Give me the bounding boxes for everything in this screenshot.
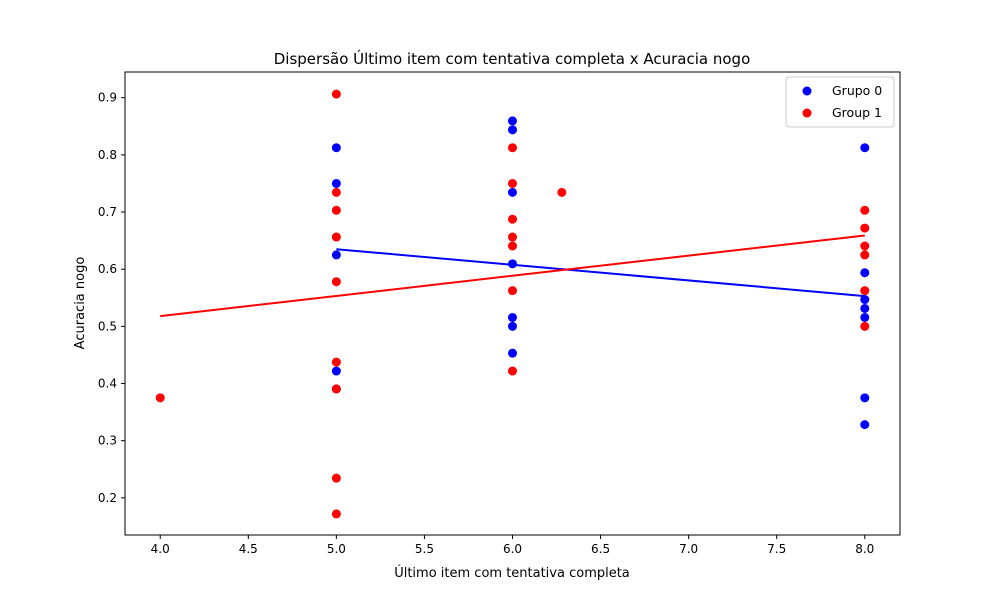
- data-point: [508, 241, 517, 251]
- x-axis-label: Último item com tentativa completa: [394, 565, 630, 581]
- data-point: [331, 250, 341, 260]
- x-tick-label: 5.0: [327, 542, 346, 556]
- data-point: [508, 312, 517, 322]
- data-point: [331, 509, 341, 519]
- data-point: [155, 393, 165, 403]
- data-point: [331, 473, 341, 483]
- data-point: [508, 259, 517, 269]
- x-axis-ticks: 4.0 4.5 5.0 5.5 6.0 6.5 7.0 7.5 8.0: [151, 535, 874, 556]
- data-point: [860, 268, 870, 278]
- data-point: [508, 214, 517, 224]
- plot-frame: [124, 71, 901, 536]
- y-tick-label: 0.6: [98, 262, 117, 276]
- x-tick-label: 4.5: [239, 542, 258, 556]
- data-point: [508, 321, 517, 331]
- x-tick-label: 6.5: [591, 542, 610, 556]
- data-point: [508, 366, 517, 376]
- data-point: [860, 312, 870, 322]
- x-tick-label: 7.5: [767, 542, 786, 556]
- legend: Grupo 0 Group 1: [785, 76, 895, 128]
- data-point: [331, 89, 341, 99]
- data-point: [508, 286, 517, 296]
- data-point: [508, 232, 517, 242]
- y-tick-label: 0.5: [98, 319, 117, 333]
- trendline: [336, 248, 865, 298]
- y-tick-label: 0.9: [98, 91, 117, 105]
- y-tick-label: 0.3: [98, 434, 117, 448]
- data-point: [508, 348, 517, 358]
- trendlines: [160, 234, 865, 318]
- data-point: [860, 143, 870, 153]
- data-point: [331, 384, 341, 394]
- data-point: [331, 277, 341, 287]
- data-point: [508, 125, 517, 135]
- x-tick-label: 5.5: [415, 542, 434, 556]
- data-point: [860, 223, 870, 233]
- legend-marker: [802, 86, 812, 96]
- y-tick-label: 0.8: [98, 148, 117, 162]
- data-point: [331, 178, 341, 188]
- legend-label: Grupo 0: [832, 83, 882, 98]
- data-points: [155, 89, 870, 519]
- data-point: [331, 357, 341, 367]
- data-point: [331, 205, 341, 215]
- data-point: [860, 420, 870, 430]
- data-point: [331, 366, 341, 376]
- data-point: [860, 241, 870, 251]
- data-point: [557, 187, 567, 197]
- legend-label: Group 1: [832, 105, 882, 120]
- y-tick-label: 0.2: [98, 491, 117, 505]
- data-point: [860, 321, 870, 331]
- data-point: [860, 286, 870, 296]
- data-point: [860, 295, 870, 305]
- y-tick-label: 0.4: [98, 377, 117, 391]
- trendline: [160, 234, 865, 318]
- y-axis-ticks: 0.2 0.3 0.4 0.5 0.6 0.7 0.8 0.9: [98, 91, 125, 505]
- data-point: [860, 250, 870, 260]
- x-tick-label: 4.0: [151, 542, 170, 556]
- legend-marker: [802, 108, 812, 118]
- data-point: [331, 143, 341, 153]
- chart-title: Dispersão Último item com tentativa comp…: [274, 49, 751, 68]
- x-tick-label: 8.0: [855, 542, 874, 556]
- y-tick-label: 0.7: [98, 205, 117, 219]
- legend-box: [785, 76, 895, 128]
- data-point: [508, 143, 517, 153]
- data-point: [331, 187, 341, 197]
- data-point: [860, 205, 870, 215]
- data-point: [508, 187, 517, 197]
- data-point: [860, 393, 870, 403]
- data-point: [508, 178, 517, 188]
- x-tick-label: 7.0: [679, 542, 698, 556]
- data-point: [860, 303, 870, 313]
- y-axis-label: Acuracia nogo: [73, 257, 88, 350]
- x-tick-label: 6.0: [503, 542, 522, 556]
- data-point: [508, 116, 517, 126]
- legend-items: Grupo 0 Group 1: [802, 83, 882, 120]
- data-point: [331, 232, 341, 242]
